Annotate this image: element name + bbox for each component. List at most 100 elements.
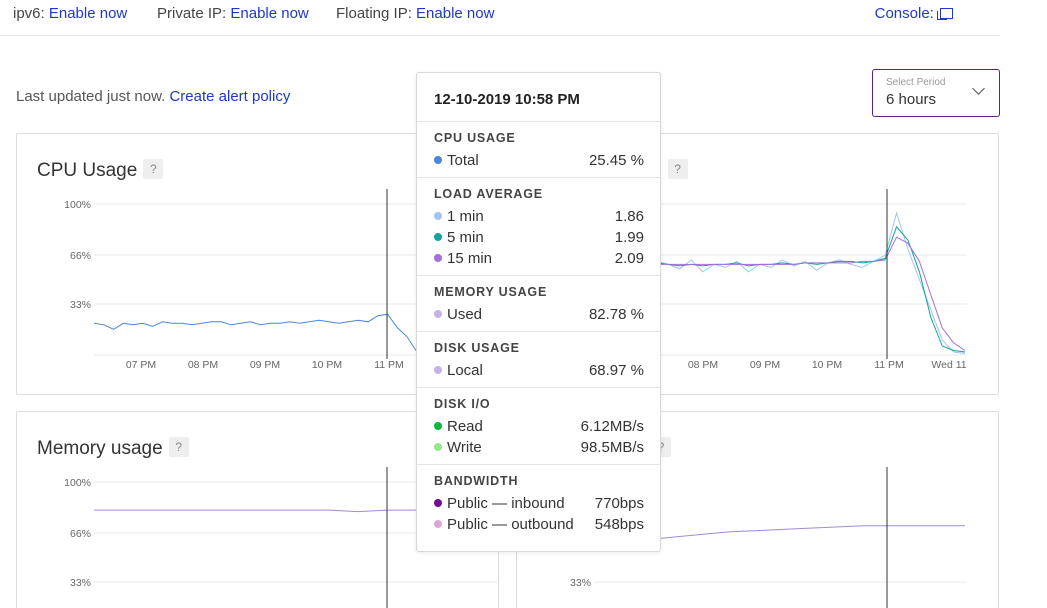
select-period-value: 6 hours	[886, 91, 937, 108]
tooltip-row-label: Write	[447, 439, 482, 456]
cpu-usage-chart: 100% 66% 33% 07 PM 08 PM 09 PM 10 PM 11 PM	[64, 189, 497, 371]
top-bar: ipv6: Enable now Private IP: Enable now …	[0, 0, 1000, 36]
tooltip-row: Total 25.45 %	[434, 152, 644, 170]
ipv6-label: ipv6:	[13, 5, 45, 22]
tooltip-row: Write 98.5MB/s	[434, 439, 644, 457]
tooltip-row: 5 min 1.99	[434, 229, 644, 247]
ipv6-group: ipv6: Enable now	[13, 5, 127, 22]
series-color-dot-icon	[434, 254, 442, 262]
help-icon[interactable]: ?	[143, 158, 164, 179]
private-ip-label: Private IP:	[157, 5, 227, 22]
cpu-total-series-line	[93, 313, 418, 353]
load-1min-series-line	[656, 211, 966, 354]
y-tick-label: 33%	[70, 577, 91, 589]
private-ip-enable-link[interactable]: Enable now	[230, 5, 309, 22]
tooltip-row-label: Used	[447, 306, 483, 323]
y-tick-label: 33%	[570, 577, 591, 589]
console-link[interactable]: Console:	[875, 5, 953, 22]
series-color-dot-icon	[434, 212, 442, 220]
ipv6-enable-link[interactable]: Enable now	[48, 5, 128, 22]
tooltip-row: 1 min 1.86	[434, 208, 644, 226]
series-color-dot-icon	[434, 366, 442, 374]
tooltip-row-value: 548bps	[594, 516, 644, 533]
last-updated-text: Last updated just now.	[16, 88, 166, 105]
x-tick-label: 10 PM	[812, 359, 842, 371]
series-color-dot-icon	[434, 310, 442, 318]
tooltip-divider	[417, 331, 660, 332]
cpu-usage-title: CPU Usage?	[37, 158, 164, 182]
last-updated-status: Last updated just now. Create alert poli…	[16, 88, 290, 105]
tooltip-section-title: DISK USAGE	[434, 341, 520, 355]
x-tick-label: 08 PM	[688, 359, 718, 371]
memory-usage-title: Memory usage?	[37, 436, 189, 460]
external-window-icon	[937, 8, 953, 20]
tooltip-row: Local 68.97 %	[434, 362, 644, 380]
y-tick-label: 66%	[70, 528, 91, 540]
select-period-label: Select Period	[886, 77, 946, 88]
tooltip-row-value: 25.45 %	[588, 152, 644, 169]
x-tick-label: 07 PM	[126, 359, 156, 371]
memory-used-series-line	[94, 509, 417, 513]
x-tick-label: 09 PM	[750, 359, 780, 371]
tooltip-row: Read 6.12MB/s	[434, 418, 644, 436]
tooltip-row-label: Total	[447, 152, 479, 169]
series-color-dot-icon	[434, 422, 442, 430]
tooltip-divider	[417, 275, 660, 276]
tooltip-row-label: Read	[447, 418, 483, 435]
x-tick-label: 09 PM	[250, 359, 280, 371]
tooltip-row-value: 2.09	[614, 250, 644, 267]
tooltip-row: Used 82.78 %	[434, 306, 644, 324]
x-tick-label: 08 PM	[188, 359, 218, 371]
tooltip-section-title: BANDWIDTH	[434, 474, 519, 488]
series-color-dot-icon	[434, 443, 442, 451]
tooltip-divider	[417, 177, 660, 178]
tooltip-section-title: MEMORY USAGE	[434, 285, 548, 299]
console-label: Console:	[874, 5, 934, 22]
floating-ip-enable-link[interactable]: Enable now	[416, 5, 495, 22]
y-tick-label: 100%	[64, 477, 91, 489]
create-alert-policy-link[interactable]: Create alert policy	[169, 88, 291, 105]
tooltip-row-value: 1.86	[614, 208, 644, 225]
tooltip-divider	[417, 121, 660, 122]
tooltip-row-label: 1 min	[447, 208, 484, 225]
x-tick-label: Wed 11	[931, 359, 966, 371]
tooltip-section-title: LOAD AVERAGE	[434, 187, 543, 201]
series-color-dot-icon	[434, 156, 442, 164]
series-color-dot-icon	[434, 520, 442, 528]
tooltip-row-value: 1.99	[614, 229, 644, 246]
tooltip-divider	[417, 387, 660, 388]
tooltip-row-label: Public — outbound	[447, 516, 574, 533]
tooltip-row-label: Public — inbound	[447, 495, 565, 512]
tooltip-row-value: 98.5MB/s	[580, 439, 644, 456]
load-average-chart: 08 PM 09 PM 10 PM 11 PM Wed 11	[656, 189, 967, 371]
tooltip-timestamp: 12-10-2019 10:58 PM	[434, 91, 580, 108]
series-color-dot-icon	[434, 233, 442, 241]
help-icon[interactable]: ?	[168, 436, 189, 457]
tooltip-row-value: 68.97 %	[588, 362, 644, 379]
tooltip-row: 15 min 2.09	[434, 250, 644, 268]
y-tick-label: 33%	[70, 299, 91, 311]
load-15min-series-line	[657, 236, 966, 351]
cpu-usage-title-text: CPU Usage	[37, 160, 138, 181]
series-color-dot-icon	[434, 499, 442, 507]
floating-ip-group: Floating IP: Enable now	[336, 5, 494, 22]
memory-usage-title-text: Memory usage	[37, 438, 163, 459]
tooltip-row-value: 82.78 %	[588, 306, 644, 323]
select-period-dropdown[interactable]: Select Period 6 hours	[872, 69, 1000, 117]
help-icon[interactable]: ?	[667, 158, 688, 179]
tooltip-row-label: Local	[447, 362, 483, 379]
tooltip-row: Public — outbound 548bps	[434, 516, 644, 534]
tooltip-row-value: 770bps	[594, 495, 644, 512]
y-tick-label: 100%	[64, 199, 91, 211]
tooltip-row-label: 5 min	[447, 229, 484, 246]
private-ip-group: Private IP: Enable now	[157, 5, 309, 22]
tooltip-section-title: DISK I/O	[434, 397, 491, 411]
x-tick-label: 10 PM	[312, 359, 342, 371]
y-tick-label: 66%	[70, 250, 91, 262]
tooltip-row-value: 6.12MB/s	[580, 418, 644, 435]
tooltip-divider	[417, 464, 660, 465]
tooltip-row: Public — inbound 770bps	[434, 495, 644, 513]
tooltip-row-label: 15 min	[447, 250, 493, 267]
load-5min-series-line	[656, 225, 966, 353]
chevron-down-icon	[972, 82, 985, 95]
